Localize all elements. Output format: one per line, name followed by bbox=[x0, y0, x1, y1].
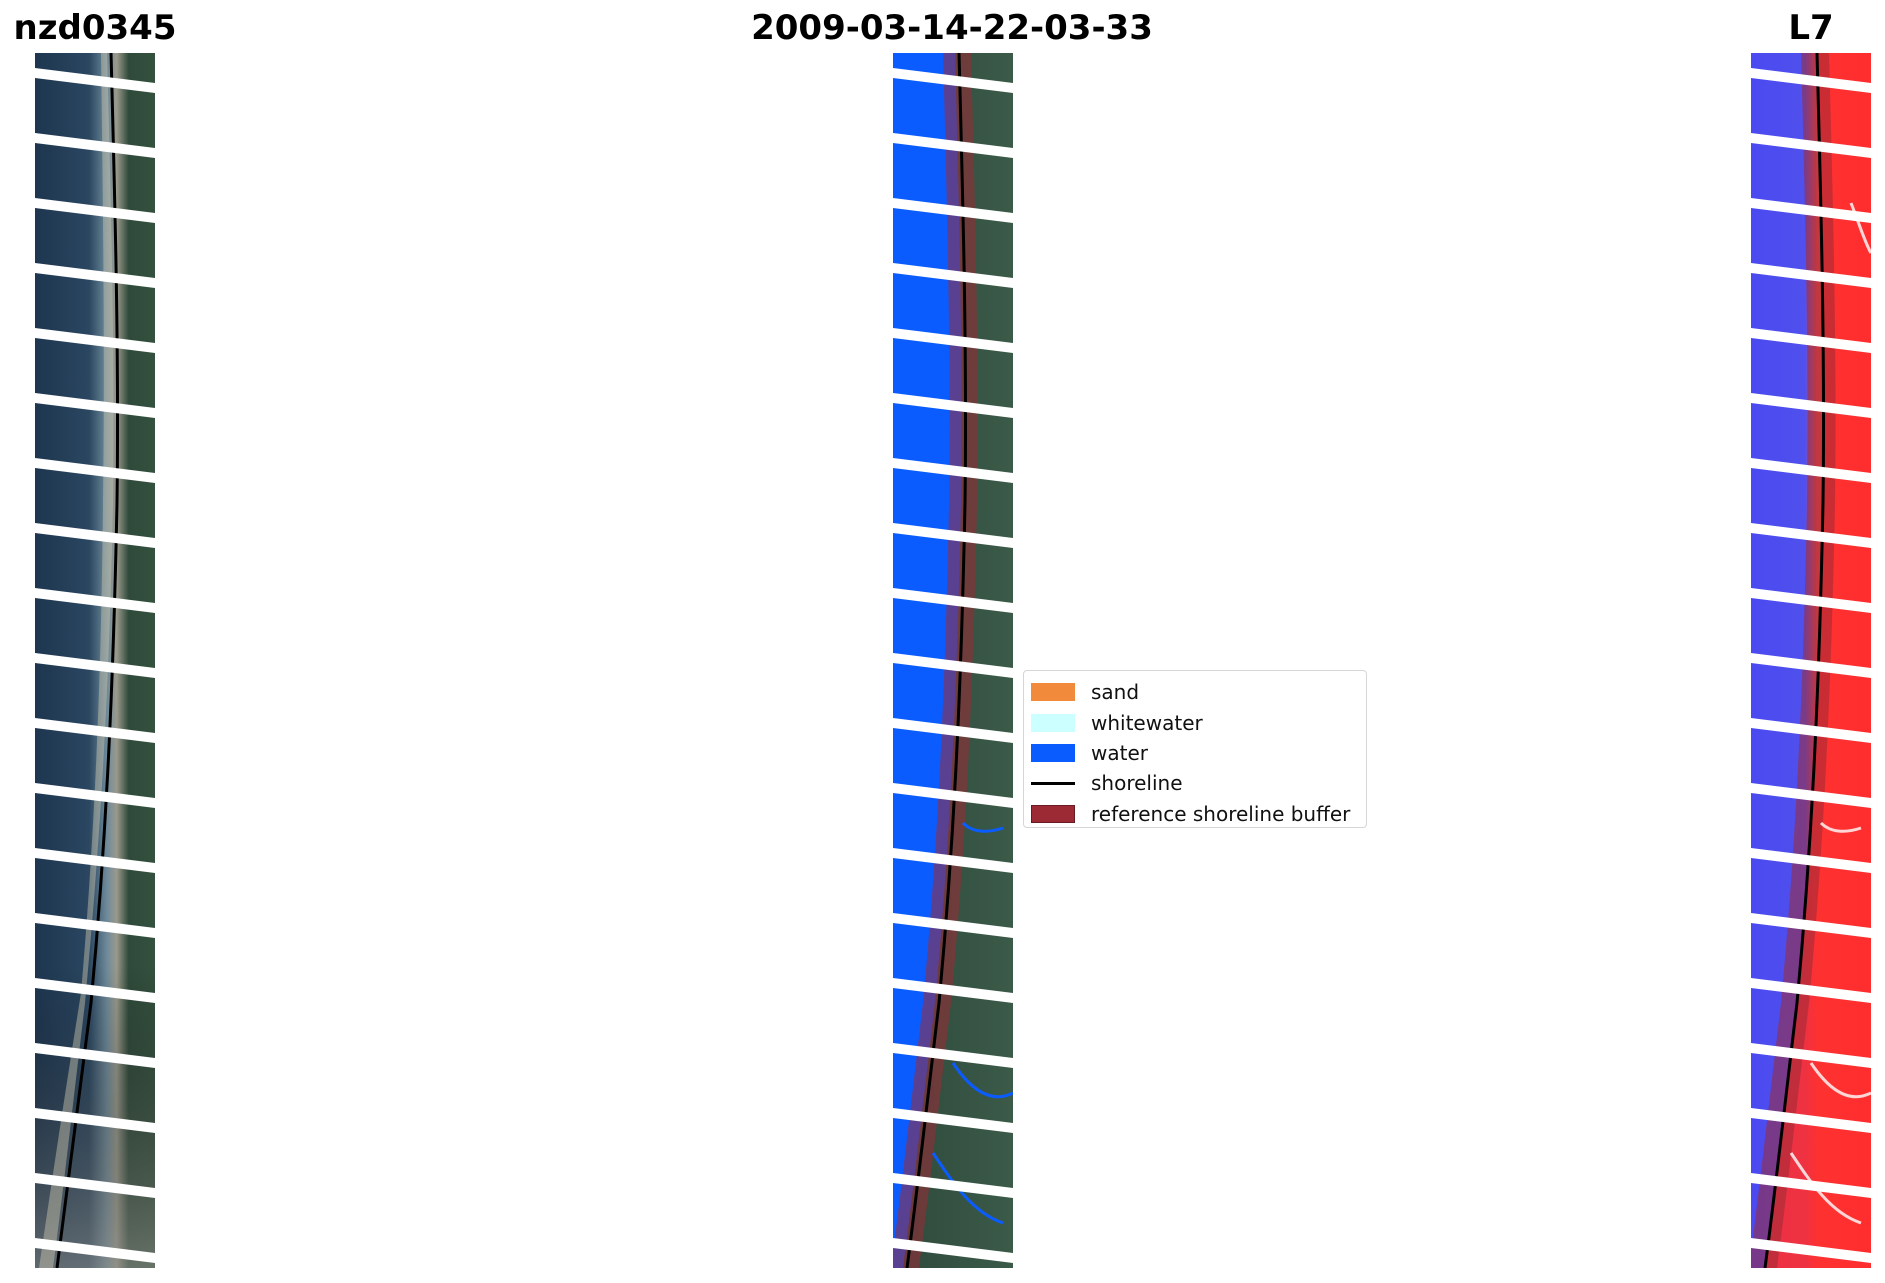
classified-image bbox=[893, 53, 1013, 1268]
legend-label-sand: sand bbox=[1091, 680, 1140, 705]
legend-item-whitewater: whitewater bbox=[1024, 707, 1366, 737]
reference-shoreline-buffer-center bbox=[893, 53, 978, 1268]
classified-image-panel bbox=[893, 53, 1013, 1268]
title-right: L7 bbox=[1788, 8, 1834, 48]
legend-line-shoreline bbox=[1031, 781, 1075, 785]
legend-item-reference-shoreline-buffer: reference shoreline buffer bbox=[1024, 799, 1366, 829]
legend-item-sand: sand bbox=[1024, 677, 1366, 707]
water-index-image-panel bbox=[1751, 53, 1871, 1268]
reference-shoreline-buffer-right bbox=[1751, 53, 1836, 1268]
legend-swatch-water bbox=[1031, 743, 1075, 762]
title-center: 2009-03-14-22-03-33 bbox=[751, 8, 1153, 48]
legend-label-reference-shoreline-buffer: reference shoreline buffer bbox=[1091, 801, 1351, 826]
title-left: nzd0345 bbox=[13, 8, 177, 48]
legend-swatch-sand bbox=[1031, 683, 1075, 702]
water-index-image bbox=[1751, 53, 1871, 1268]
legend-swatch-reference-shoreline-buffer bbox=[1031, 804, 1075, 823]
rgb-image-panel bbox=[35, 53, 155, 1268]
legend-label-whitewater: whitewater bbox=[1091, 710, 1203, 735]
legend-label-water: water bbox=[1091, 740, 1148, 765]
legend: sand whitewater water shoreline referenc… bbox=[1023, 670, 1367, 828]
rgb-image bbox=[35, 53, 155, 1268]
legend-label-shoreline: shoreline bbox=[1091, 771, 1183, 796]
legend-item-shoreline: shoreline bbox=[1024, 768, 1366, 798]
legend-item-water: water bbox=[1024, 738, 1366, 768]
legend-swatch-whitewater bbox=[1031, 713, 1075, 732]
